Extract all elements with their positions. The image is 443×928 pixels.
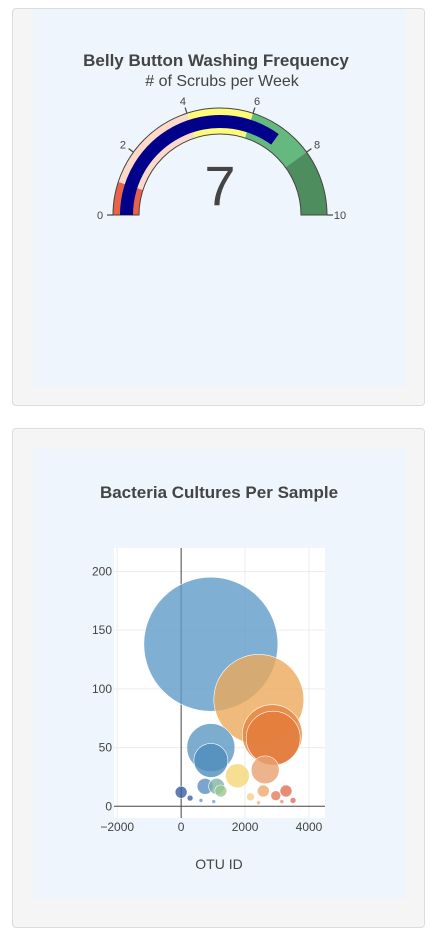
- y-tick-label: 0: [105, 799, 112, 813]
- x-tick-label: 2000: [232, 820, 259, 834]
- gauge-value: 7: [204, 154, 235, 217]
- bubble-point: [256, 800, 261, 806]
- bubble-point: [270, 790, 282, 801]
- bubble-point: [256, 784, 270, 798]
- bubble-point: [279, 784, 293, 798]
- bubble-point: [279, 799, 285, 804]
- y-tick-label: 150: [92, 623, 112, 637]
- bubble-point: [289, 797, 297, 804]
- gauge-tick-2: [128, 148, 134, 153]
- y-tick-label: 100: [92, 682, 112, 696]
- gauge-tick-label: 10: [334, 210, 346, 222]
- gauge-card: [12, 8, 425, 406]
- bubble-point: [214, 784, 228, 798]
- gauge-value-bar: [120, 114, 279, 215]
- bubble-xlabel: OTU ID: [195, 856, 242, 872]
- gauge-step-4: [285, 152, 327, 215]
- bubble-point: [174, 785, 188, 799]
- x-tick-label: −2000: [100, 820, 134, 834]
- bubble-point: [198, 798, 204, 803]
- gauge-subtitle: # of Scrubs per Week: [145, 73, 300, 90]
- x-tick-label: 0: [178, 820, 185, 834]
- bubble-point: [250, 755, 280, 785]
- gauge-title: Belly Button Washing Frequency: [83, 51, 349, 70]
- gauge-tick-4: [184, 107, 188, 114]
- bubble-title: Bacteria Cultures Per Sample: [100, 483, 338, 502]
- y-tick-label: 50: [99, 741, 113, 755]
- gauge-plot-area: [33, 9, 406, 387]
- bubble-point: [186, 794, 194, 802]
- y-tick-label: 200: [92, 564, 112, 578]
- gauge-tick-label: 2: [120, 139, 126, 151]
- gauge-outline: [112, 107, 328, 216]
- x-tick-label: 4000: [296, 820, 323, 834]
- gauge-tick-label: 0: [97, 210, 103, 222]
- bubble-point: [246, 792, 255, 802]
- gauge-tick-8: [306, 148, 312, 153]
- gauge-tick-label: 6: [254, 96, 260, 108]
- gauge-tick-label: 8: [314, 139, 320, 151]
- bubble-point: [225, 763, 250, 789]
- bubble-point: [211, 799, 217, 804]
- gauge-tick-6: [252, 107, 256, 114]
- bubble-point: [245, 710, 301, 766]
- gauge-tick-label: 4: [180, 96, 186, 108]
- bubble-point: [193, 743, 229, 778]
